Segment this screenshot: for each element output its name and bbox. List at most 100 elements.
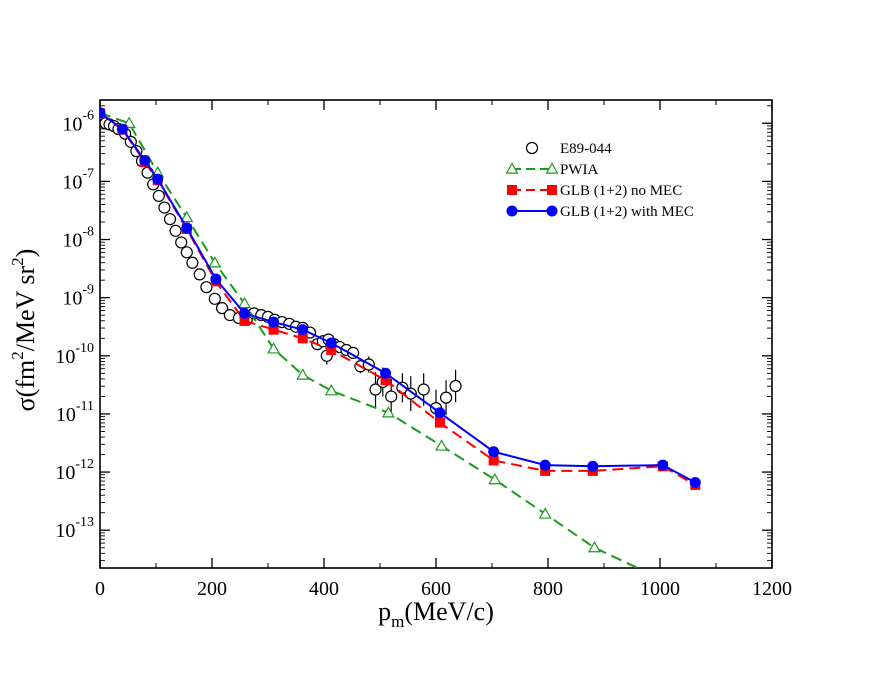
data-point-e89-044 xyxy=(152,189,165,203)
data-point-e89-044 xyxy=(193,268,206,281)
plot-frame xyxy=(99,99,773,569)
y-axis-title-part2: /MeV sr xyxy=(11,265,40,351)
data-point-e89-044 xyxy=(169,224,182,237)
legend-label-glb-1-2-with-mec: GLB (1+2) with MEC xyxy=(560,204,694,220)
x-axis-title-rest: (MeV/c) xyxy=(404,597,494,626)
legend-item-pwia: PWIA xyxy=(505,162,598,178)
series-group xyxy=(100,106,701,568)
y-tick-label-base: 10 xyxy=(55,346,75,368)
tick-labels-group: 0 200 400 600 800 1000 120010-610-710-810-910-… xyxy=(55,108,792,600)
data-point-glb-1-2-with-mec xyxy=(689,477,701,489)
legend-label-e89-044: E89-044 xyxy=(560,141,612,157)
y-tick-label: 10-9 xyxy=(62,283,94,310)
legend: E89-044 PWIA GLB (1+2) no MEC GLB (1+2) wit… xyxy=(505,141,694,220)
data-point-glb-1-2-no-mec xyxy=(268,324,279,335)
data-point-pwia xyxy=(267,342,281,354)
x-tick-label: 800 xyxy=(533,578,563,600)
x-axis-title: pm(MeV/c) xyxy=(378,597,494,631)
x-axis-title-base: p xyxy=(378,597,391,626)
legend-marker-e89-044 xyxy=(525,141,539,155)
series-line-glb-1-2-with-mec xyxy=(100,111,696,484)
data-point-glb-1-2-no-mec xyxy=(380,375,391,386)
data-point-glb-1-2-with-mec xyxy=(297,324,309,336)
legend-marker-glb-1-2-no-mec xyxy=(507,185,517,195)
data-point-glb-1-2-with-mec xyxy=(325,337,337,349)
y-tick-label-exponent: -8 xyxy=(82,225,94,240)
legend-marker-glb-1-2-no-mec xyxy=(547,185,557,195)
data-point-glb-1-2-with-mec xyxy=(539,459,551,471)
y-tick-label-base: 10 xyxy=(56,404,76,426)
series-line-glb-1-2-no-mec xyxy=(100,112,696,486)
y-axis-title-sup2: 2 xyxy=(8,257,27,266)
legend-item-e89-044: E89-044 xyxy=(525,141,612,157)
x-tick-label: 600 xyxy=(421,578,451,600)
data-point-glb-1-2-no-mec xyxy=(239,315,250,326)
x-tick-label: 0 xyxy=(95,578,105,600)
data-point-e89-044 xyxy=(180,246,193,259)
data-point-pwia xyxy=(237,296,252,309)
y-tick-label-base: 10 xyxy=(62,171,82,193)
y-tick-label-base: 10 xyxy=(62,230,82,252)
data-point-glb-1-2-with-mec xyxy=(238,307,250,319)
data-point-glb-1-2-with-mec xyxy=(181,222,193,234)
y-tick-label-base: 10 xyxy=(55,520,75,542)
y-tick-label: 10-10 xyxy=(55,341,94,368)
x-tick-label: 1200 xyxy=(752,578,792,600)
data-point-pwia xyxy=(538,507,552,519)
series-clip-group xyxy=(100,106,701,568)
data-point-glb-1-2-with-mec xyxy=(152,173,164,185)
y-tick-label-exponent: -12 xyxy=(75,457,94,472)
data-point-pwia xyxy=(381,406,395,418)
y-tick-label-base: 10 xyxy=(62,113,82,135)
x-tick-label: 200 xyxy=(197,578,227,600)
data-point-glb-1-2-with-mec xyxy=(100,107,106,119)
data-point-glb-1-2-no-mec xyxy=(488,455,499,466)
data-point-glb-1-2-with-mec xyxy=(434,407,446,419)
data-point-pwia xyxy=(296,368,310,380)
series-line-pwia xyxy=(100,111,639,568)
data-point-e89-044 xyxy=(369,383,382,396)
y-tick-label-exponent: -11 xyxy=(76,399,94,414)
data-point-glb-1-2-with-mec xyxy=(380,367,392,379)
plot-frame-group xyxy=(99,99,773,569)
data-point-e89-044 xyxy=(417,383,430,396)
data-point-glb-1-2-with-mec xyxy=(116,123,128,135)
y-tick-label-exponent: -9 xyxy=(82,283,94,298)
data-point-glb-1-2-with-mec xyxy=(488,446,500,458)
data-point-pwia xyxy=(435,439,449,451)
data-point-glb-1-2-no-mec xyxy=(540,465,551,476)
legend-marker-glb-1-2-with-mec xyxy=(506,205,518,217)
axis-ticks-group xyxy=(99,100,773,568)
data-point-pwia xyxy=(587,540,602,553)
y-tick-label: 10-8 xyxy=(62,225,94,252)
y-tick-label: 10-6 xyxy=(62,108,94,135)
data-point-pwia xyxy=(180,210,194,223)
data-point-e89-044 xyxy=(158,201,171,214)
y-axis-title-sup1: 2 xyxy=(8,351,27,360)
legend-marker-glb-1-2-with-mec xyxy=(546,205,558,217)
data-point-pwia xyxy=(324,383,338,396)
legend-label-glb-1-2-no-mec: GLB (1+2) no MEC xyxy=(560,183,682,199)
y-tick-label: 10-12 xyxy=(55,457,94,484)
data-point-pwia xyxy=(208,256,222,268)
data-point-glb-1-2-with-mec xyxy=(139,154,151,166)
x-tick-label: 400 xyxy=(309,578,339,600)
y-tick-label: 10-7 xyxy=(62,166,94,193)
x-tick-label: 1000 xyxy=(640,578,680,600)
y-tick-label-base: 10 xyxy=(55,462,75,484)
legend-item-glb-1-2-no-mec: GLB (1+2) no MEC xyxy=(507,183,682,199)
data-point-glb-1-2-no-mec xyxy=(297,333,308,344)
data-point-glb-1-2-with-mec xyxy=(657,459,669,471)
data-point-e89-044 xyxy=(208,292,221,305)
data-point-e89-044 xyxy=(404,387,417,400)
x-axis-title-sub: m xyxy=(391,612,404,631)
y-axis-title-part3: ) xyxy=(11,249,40,258)
y-tick-label: 10-11 xyxy=(56,399,94,426)
legend-marker-pwia xyxy=(505,162,519,174)
data-point-pwia xyxy=(488,472,502,485)
data-point-glb-1-2-no-mec xyxy=(434,417,445,428)
data-point-e89-044 xyxy=(186,256,199,269)
data-point-glb-1-2-with-mec xyxy=(268,316,280,328)
y-tick-label-exponent: -6 xyxy=(82,108,94,123)
